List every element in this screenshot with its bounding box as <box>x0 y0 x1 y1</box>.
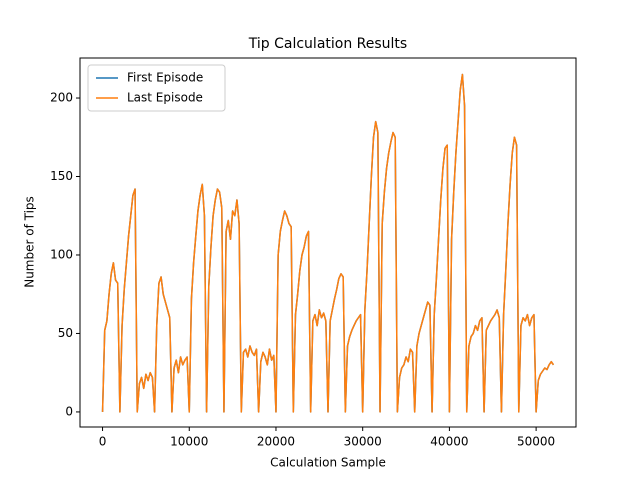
y-tick-label: 200 <box>50 91 73 105</box>
y-axis-label: Number of Tips <box>23 196 37 288</box>
y-tick-label: 0 <box>65 404 73 418</box>
x-tick-label: 30000 <box>344 435 382 449</box>
x-tick-label: 50000 <box>517 435 555 449</box>
x-tick-label: 40000 <box>430 435 468 449</box>
legend-label: Last Episode <box>127 91 203 105</box>
legend-box <box>87 64 226 112</box>
y-tick-label: 50 <box>58 326 73 340</box>
legend-label: First Episode <box>127 71 203 85</box>
y-tick-label: 100 <box>50 247 73 261</box>
y-tick-label: 150 <box>50 169 73 183</box>
x-axis-label: Calculation Sample <box>270 456 386 470</box>
chart-title: Tip Calculation Results <box>248 36 407 52</box>
plot-area <box>101 73 555 413</box>
x-tick-label: 20000 <box>257 435 295 449</box>
x-tick-label: 10000 <box>170 435 208 449</box>
x-tick-label: 0 <box>99 435 107 449</box>
series-line <box>101 73 555 413</box>
axes-frame <box>79 57 577 428</box>
